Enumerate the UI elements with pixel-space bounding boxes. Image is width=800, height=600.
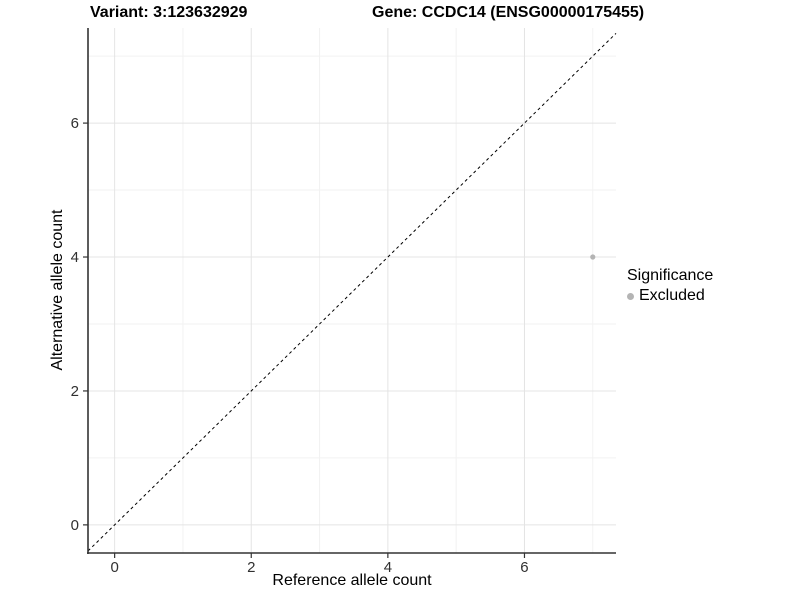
plot-title-variant: Variant: 3:123632929 <box>90 4 248 21</box>
legend-entry-excluded: Excluded <box>627 287 713 305</box>
x-axis-label: Reference allele count <box>272 572 432 589</box>
y-tick-label: 0 <box>71 517 79 534</box>
legend: Significance Excluded <box>627 267 713 305</box>
legend-title: Significance <box>627 267 714 284</box>
legend-point-icon <box>627 292 634 300</box>
data-point <box>590 254 596 260</box>
x-tick-label: 6 <box>520 559 528 576</box>
x-tick-label: 4 <box>384 559 392 576</box>
y-tick-label: 4 <box>71 249 79 266</box>
y-axis-label: Alternative allele count <box>49 209 66 371</box>
y-tick-label: 2 <box>71 383 79 400</box>
x-tick-label: 0 <box>110 559 118 576</box>
identity-line <box>87 33 617 552</box>
x-tick-label: 2 <box>247 559 255 576</box>
legend-entry-label: Excluded <box>639 287 705 304</box>
y-tick-label: 6 <box>71 115 79 132</box>
plot-title-gene: Gene: CCDC14 (ENSG00000175455) <box>372 4 645 21</box>
